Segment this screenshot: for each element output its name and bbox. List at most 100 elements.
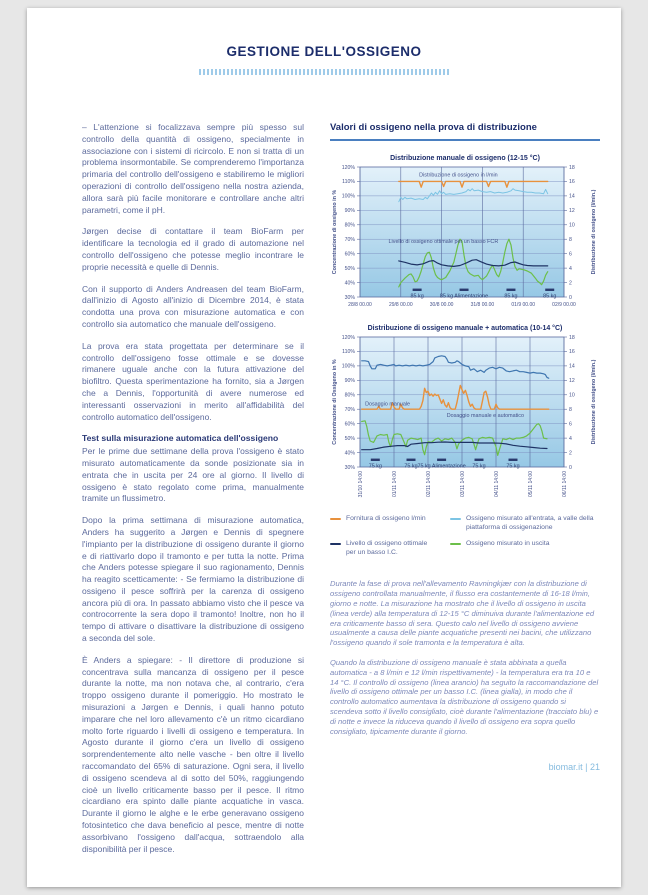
svg-text:4: 4 <box>569 436 572 442</box>
chart-manual-oxygen-distribution: Distribuzione manuale di ossigeno (12-15… <box>332 154 597 308</box>
paragraph: Con il supporto di Anders Andreasen del … <box>82 283 304 329</box>
svg-text:80%: 80% <box>345 223 356 229</box>
svg-text:06/11 14:00: 06/11 14:00 <box>562 471 568 497</box>
svg-text:Concentrazione di Ossigeno in: Concentrazione di Ossigeno in % <box>332 359 338 445</box>
svg-text:12: 12 <box>569 378 575 384</box>
svg-text:100%: 100% <box>342 364 356 370</box>
svg-text:Distribuzione di ossigeno (l/m: Distribuzione di ossigeno (l/min.) <box>591 189 597 274</box>
svg-text:Dosaggio manuale: Dosaggio manuale <box>365 402 410 408</box>
svg-text:10: 10 <box>569 223 575 229</box>
svg-text:01/9 00.00: 01/9 00.00 <box>511 302 535 308</box>
svg-text:02/9 00.00: 02/9 00.00 <box>552 302 576 308</box>
svg-text:Distribuzione di ossigeno (l/m: Distribuzione di ossigeno (l/min.) <box>591 359 597 444</box>
svg-text:50%: 50% <box>345 436 356 442</box>
magazine-page: GESTIONE DELL'OSSIGENO – L'attenzione si… <box>27 8 621 887</box>
legend-label: Fornitura di ossigeno l/min <box>346 515 426 522</box>
chart-captions: Durante la fase di prova nell'allevament… <box>330 579 600 736</box>
paragraph: Per le prime due settimane della prova l… <box>82 446 304 504</box>
svg-text:28/8 00.00: 28/8 00.00 <box>348 302 372 308</box>
svg-text:85 kg: 85 kg <box>411 293 424 299</box>
legend-item-supply: Fornitura di ossigeno l/min <box>330 515 436 532</box>
svg-text:18: 18 <box>569 335 575 341</box>
svg-text:120%: 120% <box>342 335 356 341</box>
green-line-swatch <box>450 543 461 546</box>
svg-text:100%: 100% <box>342 194 356 200</box>
svg-text:120%: 120% <box>342 165 356 171</box>
svg-text:8: 8 <box>569 407 572 413</box>
svg-text:60%: 60% <box>345 251 356 257</box>
svg-text:6: 6 <box>569 251 572 257</box>
svg-text:03/11 14:00: 03/11 14:00 <box>460 471 466 497</box>
legend-label: Livello di ossigeno ottimale per un bass… <box>346 540 428 556</box>
svg-text:30%: 30% <box>345 295 356 301</box>
svg-text:90%: 90% <box>345 378 356 384</box>
section-underline <box>330 139 600 141</box>
paragraph: È Anders a spiegare: - Il direttore di p… <box>82 654 304 854</box>
svg-text:30/8 00.00: 30/8 00.00 <box>430 302 454 308</box>
legend-item-outlet: Ossigeno misurato in uscita <box>450 540 600 557</box>
page-masthead: GESTIONE DELL'OSSIGENO <box>27 44 621 75</box>
svg-text:10: 10 <box>569 393 575 399</box>
svg-text:16: 16 <box>569 349 575 355</box>
svg-text:02/11 14:00: 02/11 14:00 <box>426 471 432 497</box>
svg-text:Distribuzione manuale di ossig: Distribuzione manuale di ossigeno (12-15… <box>390 154 540 162</box>
svg-text:14: 14 <box>569 364 575 370</box>
subheading: Test sulla misurazione automatica dell'o… <box>82 433 279 444</box>
svg-text:Dosaggio manuale e automatico: Dosaggio manuale e automatico <box>447 413 524 419</box>
svg-text:01/11 14:00: 01/11 14:00 <box>392 471 398 497</box>
svg-text:29/8 00.00: 29/8 00.00 <box>389 302 413 308</box>
svg-text:Livello di ossigeno ottimale p: Livello di ossigeno ottimale per un bass… <box>389 239 499 245</box>
svg-text:90%: 90% <box>345 208 356 214</box>
charts-column: Valori di ossigeno nella prova di distri… <box>330 122 600 865</box>
svg-text:30%: 30% <box>345 465 356 471</box>
svg-text:75 kg: 75 kg <box>472 463 485 469</box>
svg-text:75 kg Alimentazione: 75 kg Alimentazione <box>417 463 465 469</box>
svg-text:6: 6 <box>569 421 572 427</box>
page-footer: biomar.it | 21 <box>330 762 600 772</box>
svg-text:2: 2 <box>569 450 572 456</box>
svg-text:40%: 40% <box>345 450 356 456</box>
dotted-separator <box>199 69 449 75</box>
svg-text:70%: 70% <box>345 237 356 243</box>
svg-text:31/8 00.00: 31/8 00.00 <box>471 302 495 308</box>
navy-line-swatch <box>330 543 341 546</box>
caption-paragraph: Quando la distribuzione di ossigeno manu… <box>330 657 599 736</box>
svg-text:70%: 70% <box>345 407 356 413</box>
svg-text:85 kg: 85 kg <box>543 293 556 299</box>
lightblue-line-swatch <box>450 518 461 520</box>
section-title: Valori di ossigeno nella prova di distri… <box>330 122 537 133</box>
svg-text:04/11 14:00: 04/11 14:00 <box>494 471 500 497</box>
page-title: GESTIONE DELL'OSSIGENO <box>226 44 422 59</box>
paragraph: – L'attenzione si focalizzava sempre più… <box>82 122 304 215</box>
svg-text:Concentrazione di ossigeno in: Concentrazione di ossigeno in % <box>332 190 338 275</box>
svg-text:110%: 110% <box>342 179 355 185</box>
footer-site-link[interactable]: biomar.it | 21 <box>548 762 600 773</box>
content-columns: – L'attenzione si focalizzava sempre più… <box>82 122 600 865</box>
chart-legend: Fornitura di ossigeno l/min Ossigeno mis… <box>330 515 600 557</box>
svg-text:85 kg: 85 kg <box>504 293 517 299</box>
paragraph: Dopo la prima settimana di misurazione a… <box>82 515 304 644</box>
legend-label: Ossigeno misurato in uscita <box>466 540 550 548</box>
paragraph: Jørgen decise di contattare il team BioF… <box>82 226 304 272</box>
svg-text:Distribuzione di ossigeno in l: Distribuzione di ossigeno in l/min <box>419 172 498 178</box>
svg-text:Distribuzione di ossigeno manu: Distribuzione di ossigeno manuale + auto… <box>368 324 563 332</box>
svg-text:16: 16 <box>569 179 575 185</box>
svg-text:18: 18 <box>569 165 575 171</box>
svg-text:85 kg Alimentazione: 85 kg Alimentazione <box>440 293 488 299</box>
svg-text:0: 0 <box>569 295 572 301</box>
svg-text:05/11 14:00: 05/11 14:00 <box>528 471 534 497</box>
paragraph: La prova era stata progettata per determ… <box>82 340 304 422</box>
svg-text:50%: 50% <box>345 266 356 272</box>
svg-text:60%: 60% <box>345 421 356 427</box>
svg-text:0: 0 <box>569 465 572 471</box>
svg-text:4: 4 <box>569 266 572 272</box>
svg-text:75 kg: 75 kg <box>404 463 417 469</box>
legend-item-optimal: Livello di ossigeno ottimale per un bass… <box>330 540 436 557</box>
svg-text:110%: 110% <box>342 349 355 355</box>
legend-item-inlet: Ossigeno misurato all'entrata, a valle d… <box>450 515 600 532</box>
svg-text:12: 12 <box>569 208 575 214</box>
svg-text:31/10 14:00: 31/10 14:00 <box>358 471 364 498</box>
orange-line-swatch <box>330 518 341 520</box>
svg-text:80%: 80% <box>345 393 356 399</box>
svg-text:8: 8 <box>569 237 572 243</box>
